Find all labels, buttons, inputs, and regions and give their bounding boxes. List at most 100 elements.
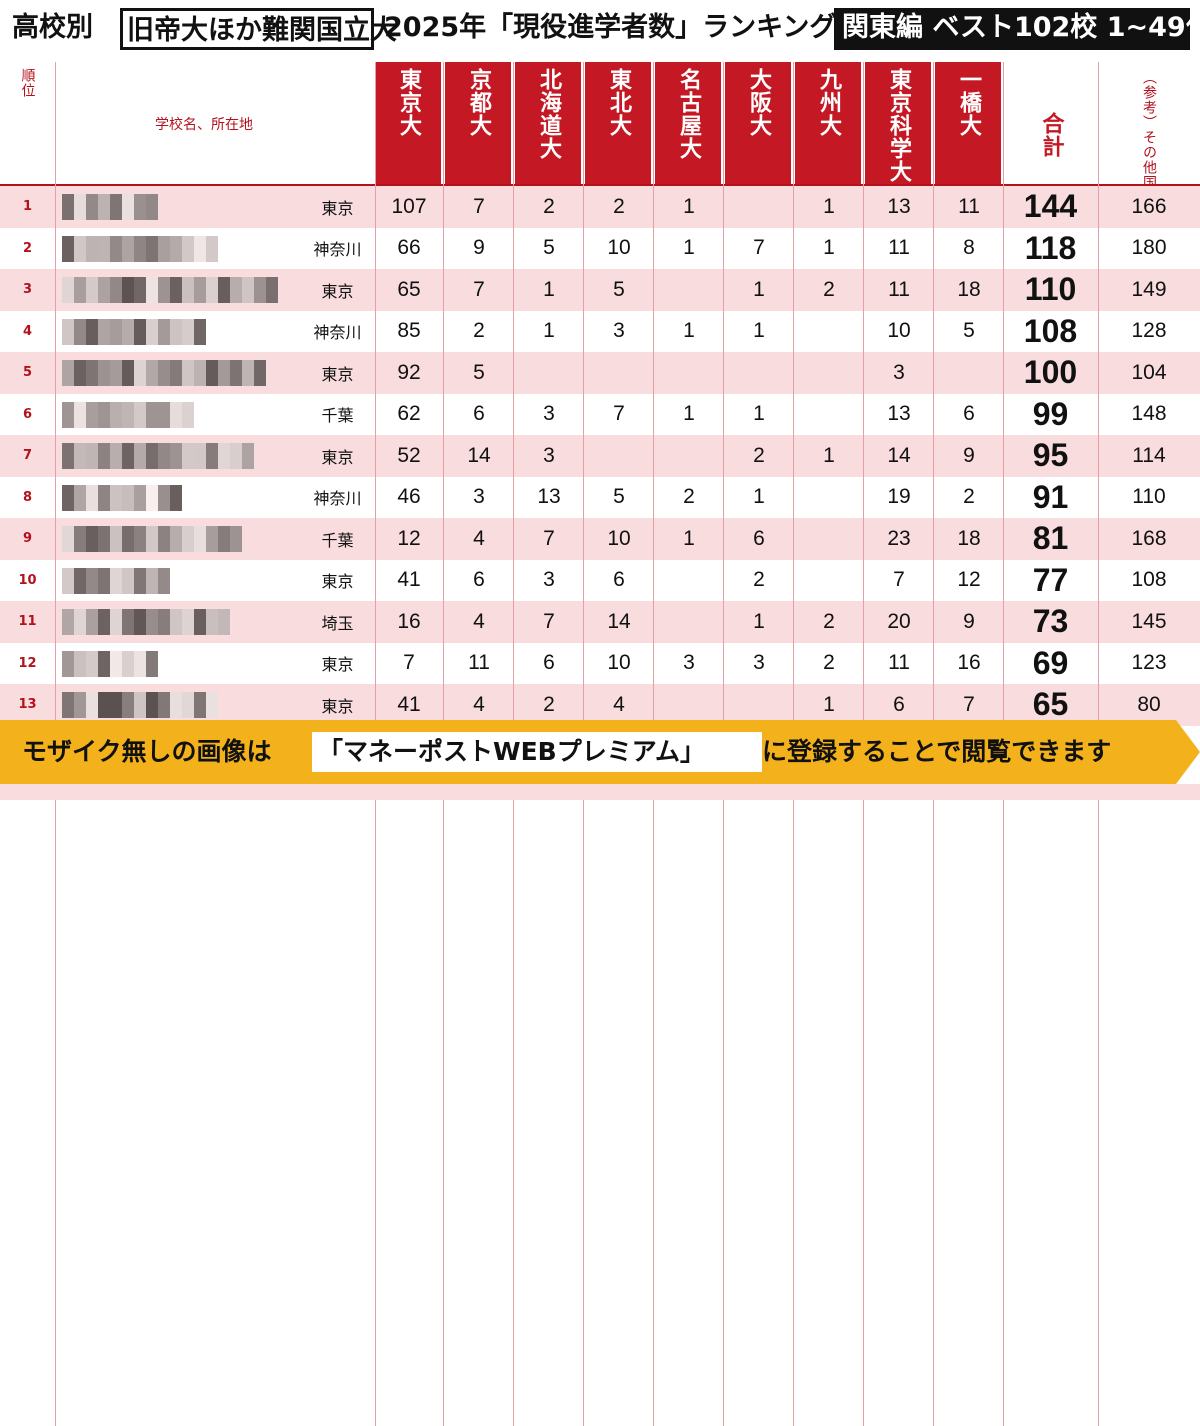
total-cell: 65 [1032,686,1069,723]
total-cell: 69 [1032,644,1069,681]
total-cell: 108 [1023,312,1078,349]
location-cell: 東京 [321,281,354,301]
ranking-table: 順位 学校名、所在地 東京大 京都大 北海道大 東北大 名古屋大 大阪大 九州大 東京科学大一… [0,62,1200,1426]
value-cell: 1 [683,194,695,218]
reference-cell: 128 [1131,319,1167,343]
reference-cell: 148 [1131,402,1167,426]
table-row: 11 埼玉 16 4 7 14 1 2 20 9 73 145 [0,601,1200,643]
value-cell: 5 [963,319,975,343]
value-cell: 6 [963,402,975,426]
location-cell: 神奈川 [313,240,362,260]
total-cell: 77 [1032,561,1069,598]
value-cell: 2 [823,651,835,675]
total-cell: 110 [1024,271,1077,308]
header-university: 一橋大 [935,62,1003,184]
value-cell: 2 [753,568,765,592]
title-bar: 高校別 旧帝大ほか難関国立大 2025年「現役進学者数」ランキング 関東編 ベス… [0,0,1200,60]
school-name-mosaic [62,567,170,594]
value-cell: 11 [888,236,910,260]
value-cell [725,684,793,726]
banner-link[interactable]: 「マネーポストWEBプレミアム」 [312,732,762,772]
school-name-mosaic [62,277,278,303]
value-cell [795,394,863,436]
value-cell: 1 [753,609,765,633]
header-rank: 順位 [19,68,36,98]
value-cell: 2 [473,319,485,343]
table-row: 5 東京 92 5 3 100 104 [0,352,1200,394]
value-cell [585,435,653,477]
value-cell: 9 [963,609,975,633]
total-cell: 99 [1032,395,1069,432]
value-cell: 10 [887,319,911,343]
table-row: 9 千葉 12 4 7 10 1 6 23 18 81 168 [0,518,1200,560]
header-total: 合計 [1003,62,1098,184]
value-cell: 6 [613,568,625,592]
value-cell: 1 [683,526,695,550]
rank-cell: 13 [18,697,37,713]
table-row: 2 神奈川 66 9 5 10 1 7 1 11 8 118 180 [0,227,1200,269]
reference-cell: 114 [1132,443,1166,467]
header-school: 学校名、所在地 [155,117,253,133]
value-cell: 11 [958,194,980,218]
value-cell: 14 [607,609,631,633]
header-university: 大阪大 [725,62,793,184]
value-cell: 13 [887,194,911,218]
rank-cell: 5 [22,365,33,381]
banner-text-1: モザイク無しの画像は [22,737,272,766]
reference-cell: 166 [1131,194,1167,218]
premium-banner[interactable]: モザイク無しの画像は 「マネーポストWEBプレミアム」 に登録することで閲覧でき… [0,720,1200,784]
table-row: 1 東京 107 7 2 2 1 1 13 11 144 166 [0,186,1200,228]
total-cell: 118 [1024,229,1077,266]
reference-cell: 108 [1131,568,1167,592]
value-cell: 62 [397,402,421,426]
reference-cell: 104 [1131,360,1167,384]
value-cell: 7 [543,526,555,550]
value-cell [655,435,723,477]
table-row: 6 千葉 62 6 3 7 1 1 13 6 99 148 [0,393,1200,436]
value-cell: 1 [823,194,835,218]
table-row: 10 東京 41 6 3 6 2 7 12 77 108 [0,559,1200,601]
reference-cell: 149 [1131,277,1167,301]
value-cell [515,352,583,394]
cut-off-row [0,784,1200,800]
value-cell: 13 [537,485,561,509]
school-name-mosaic [62,194,158,220]
school-name-mosaic [62,360,266,386]
value-cell: 7 [893,568,905,592]
value-cell: 1 [683,402,695,426]
value-cell: 65 [397,277,421,301]
value-cell: 52 [397,443,421,467]
header-university: 東京科学大 [865,62,933,184]
rank-cell: 6 [22,406,33,422]
reference-cell: 123 [1131,651,1167,675]
value-cell: 5 [543,236,555,260]
value-cell: 2 [543,692,555,716]
value-cell: 6 [473,402,485,426]
school-name-mosaic [62,484,182,511]
value-cell: 46 [397,485,421,509]
title-prefix: 高校別 [12,12,93,43]
school-name-mosaic [62,235,218,262]
header-reference: （参考）その他国公立大含む [1141,70,1157,265]
value-cell: 6 [543,651,555,675]
school-name-mosaic [62,650,158,677]
value-cell: 1 [753,319,765,343]
header-university: 北海道大 [515,62,583,184]
location-cell: 千葉 [321,406,354,426]
value-cell: 2 [963,485,975,509]
value-cell: 7 [473,194,485,218]
value-cell [795,518,863,560]
value-cell: 2 [613,194,625,218]
total-cell: 95 [1032,437,1069,474]
value-cell: 1 [753,277,765,301]
total-cell: 100 [1023,354,1078,391]
value-cell: 1 [823,236,835,260]
header-university: 東京大 [375,62,443,184]
value-cell: 9 [963,443,975,467]
rank-cell: 7 [22,448,33,464]
rank-cell: 8 [22,489,33,505]
table-row: 8 神奈川 46 3 13 5 2 1 19 2 91 110 [0,476,1200,518]
table-row: 12 東京 7 11 6 10 3 3 2 11 16 69 123 [0,642,1200,684]
value-cell [795,352,863,394]
value-cell: 3 [543,402,555,426]
